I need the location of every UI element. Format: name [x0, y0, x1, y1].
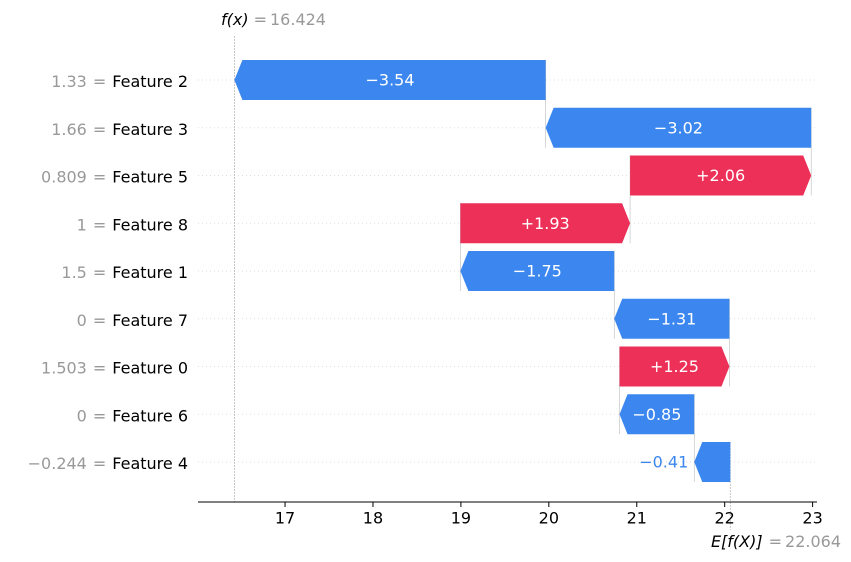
feature-value: −0.244 — [28, 454, 87, 473]
separator: = — [93, 310, 106, 329]
y-label: 1.33 = Feature 2 — [51, 72, 188, 91]
feature-value: 1 — [77, 215, 87, 234]
separator: = — [93, 406, 106, 425]
base-annotation: E[f(X)] = 22.064 — [711, 532, 841, 551]
value-label: −3.54 — [366, 71, 415, 90]
y-label: 0 = Feature 6 — [77, 406, 188, 425]
bar — [614, 298, 730, 339]
value-label: −0.85 — [632, 405, 681, 424]
x-tick-label: 18 — [363, 509, 383, 528]
y-label: 0.809 = Feature 5 — [41, 167, 188, 186]
separator: = — [254, 10, 267, 29]
feature-name: Feature 2 — [112, 72, 188, 91]
base-value: 22.064 — [785, 532, 841, 551]
bar — [234, 60, 546, 100]
separator: = — [93, 358, 106, 377]
feature-value: 0 — [77, 406, 87, 425]
bar — [694, 442, 731, 482]
feature-value: 1.33 — [51, 72, 87, 91]
value-label: −1.75 — [513, 262, 562, 281]
x-tick-label: 23 — [802, 509, 822, 528]
feature-name: Feature 1 — [112, 263, 188, 282]
y-label: 1 = Feature 8 — [77, 215, 188, 234]
bar — [545, 107, 812, 148]
fx-annotation: f(x) = 16.424 — [221, 10, 326, 29]
separator: = — [769, 532, 782, 551]
feature-name: Feature 8 — [112, 215, 188, 234]
fx-label: f(x) — [221, 10, 249, 29]
bar — [460, 203, 631, 244]
bar — [460, 251, 615, 291]
value-label: +1.93 — [521, 214, 570, 233]
y-label: 0 = Feature 7 — [77, 310, 188, 329]
bar — [619, 346, 730, 387]
feature-name: Feature 4 — [112, 454, 188, 473]
feature-name: Feature 6 — [112, 406, 188, 425]
feature-name: Feature 0 — [112, 358, 188, 377]
x-tick-label: 17 — [275, 509, 295, 528]
value-label: −3.02 — [654, 118, 703, 137]
value-label: +2.06 — [696, 166, 745, 185]
bar — [619, 394, 695, 435]
base-label: E[f(X)] — [711, 532, 763, 551]
separator: = — [93, 454, 106, 473]
x-tick-label: 22 — [714, 509, 734, 528]
value-label: −0.41 — [639, 453, 688, 472]
separator: = — [93, 72, 106, 91]
y-label: 1.5 = Feature 1 — [61, 263, 188, 282]
separator: = — [93, 167, 106, 186]
feature-value: 1.66 — [51, 119, 87, 138]
value-label: +1.25 — [650, 357, 699, 376]
x-tick-label: 21 — [627, 509, 647, 528]
fx-value: 16.424 — [270, 10, 326, 29]
feature-name: Feature 5 — [112, 167, 188, 186]
bar — [630, 155, 812, 196]
feature-value: 1.5 — [61, 263, 86, 282]
y-label: −0.244 = Feature 4 — [28, 454, 188, 473]
y-label: 1.66 = Feature 3 — [51, 119, 188, 138]
separator: = — [93, 215, 106, 234]
feature-name: Feature 3 — [112, 119, 188, 138]
feature-value: 0.809 — [41, 167, 87, 186]
y-label: 1.503 = Feature 0 — [41, 358, 188, 377]
feature-name: Feature 7 — [112, 310, 188, 329]
x-tick-label: 19 — [451, 509, 471, 528]
separator: = — [93, 263, 106, 282]
value-label: −1.31 — [647, 309, 696, 328]
feature-value: 0 — [77, 310, 87, 329]
x-tick-label: 20 — [539, 509, 559, 528]
separator: = — [93, 119, 106, 138]
feature-value: 1.503 — [41, 358, 87, 377]
